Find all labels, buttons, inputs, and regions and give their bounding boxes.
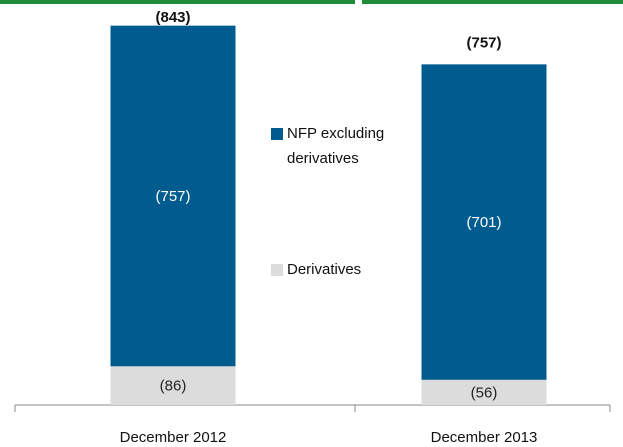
- total-label: (843): [155, 9, 190, 26]
- header-strip: [362, 0, 623, 4]
- bar-segment: [421, 379, 547, 405]
- header-strip: [0, 0, 355, 4]
- legend-label: NFP excluding derivatives: [287, 125, 385, 167]
- bar-segment: [421, 64, 547, 380]
- legend-label: Derivatives: [287, 261, 362, 278]
- legend-swatch: [271, 264, 283, 276]
- data-label: (701): [466, 214, 501, 231]
- bar-segment: [110, 25, 236, 367]
- total-label: (757): [466, 34, 501, 51]
- x-tick-label: December 2013: [431, 429, 538, 446]
- legend-swatch: [271, 128, 283, 140]
- x-tick-label: December 2012: [120, 429, 227, 446]
- data-label: (757): [155, 188, 190, 205]
- data-label: (56): [471, 384, 498, 401]
- data-label: (86): [160, 378, 187, 395]
- bar-segment: [110, 366, 236, 405]
